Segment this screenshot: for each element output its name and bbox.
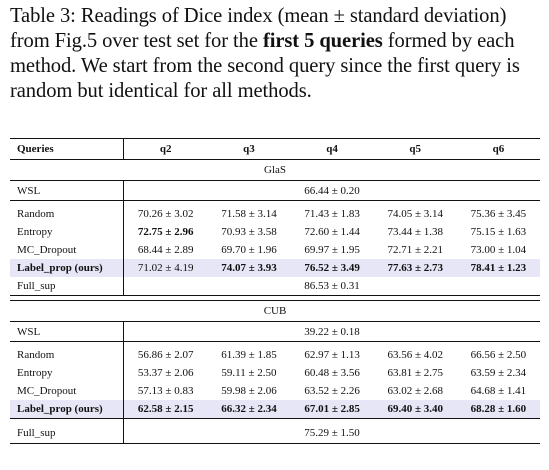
caption-bold: first 5 queries xyxy=(262,30,383,52)
cell: 68.28 ± 1.60 xyxy=(456,400,540,419)
row-label: WSL xyxy=(10,321,124,342)
cell: 63.02 ± 2.68 xyxy=(387,385,444,397)
section-cub: CUB xyxy=(10,300,540,322)
table-row: Entropy 53.37 ± 2.06 59.11 ± 2.50 60.48 … xyxy=(10,364,540,382)
row-value: 75.29 ± 1.50 xyxy=(123,423,540,444)
cell: 63.59 ± 2.34 xyxy=(470,367,527,379)
row-value: 86.53 ± 0.31 xyxy=(123,277,540,296)
table-row: Random 70.26 ± 3.02 71.58 ± 3.14 71.43 ±… xyxy=(10,205,540,223)
cell: 68.44 ± 2.89 xyxy=(137,244,194,256)
cell: 75.36 ± 3.45 xyxy=(470,208,527,220)
cell: 69.40 ± 3.40 xyxy=(373,400,457,419)
table-row xyxy=(10,418,540,423)
table-row: Random 56.86 ± 2.07 61.39 ± 1.85 62.97 ±… xyxy=(10,346,540,364)
section-title: CUB xyxy=(10,300,540,322)
caption-suffix: formed by each method. We start from the… xyxy=(10,30,520,102)
table-row: MC_Dropout 68.44 ± 2.89 69.70 ± 1.96 69.… xyxy=(10,241,540,259)
cell: 73.44 ± 1.38 xyxy=(387,226,444,238)
section-title: GlaS xyxy=(10,159,540,181)
table-row-highlight: Label_prop (ours) 62.58 ± 2.15 66.32 ± 2… xyxy=(10,400,540,419)
row-value: 66.44 ± 0.20 xyxy=(123,180,540,201)
header-q6: q6 xyxy=(456,138,540,160)
dice-table: Queries q2 q3 q4 q5 q6 GlaS WSL 66.44 ± … xyxy=(10,138,540,444)
table-row-highlight: Label_prop (ours) 71.02 ± 4.19 74.07 ± 3… xyxy=(10,259,540,277)
table-row xyxy=(10,341,540,346)
row-label: Entropy xyxy=(10,223,124,241)
cell: 56.86 ± 2.07 xyxy=(137,349,194,361)
cell: 74.05 ± 3.14 xyxy=(387,208,444,220)
cell: 72.60 ± 1.44 xyxy=(304,226,360,238)
header-row: Queries q2 q3 q4 q5 q6 xyxy=(10,138,540,160)
header-q3: q3 xyxy=(207,138,291,160)
table-caption: Table 3: Readings of Dice index (mean ± … xyxy=(10,4,540,104)
table-row: MC_Dropout 57.13 ± 0.83 59.98 ± 2.06 63.… xyxy=(10,382,540,400)
cell: 64.68 ± 1.41 xyxy=(470,385,527,397)
cell: 66.32 ± 2.34 xyxy=(207,400,291,419)
row-label: Label_prop (ours) xyxy=(10,400,124,419)
cell: 62.97 ± 1.13 xyxy=(304,349,360,361)
row-label: MC_Dropout xyxy=(10,241,124,259)
cell: 78.41 ± 1.23 xyxy=(456,259,540,277)
wsl-row: WSL 66.44 ± 0.20 xyxy=(10,180,540,201)
table-row xyxy=(10,295,540,301)
section-glas: GlaS xyxy=(10,159,540,181)
cell: 73.00 ± 1.04 xyxy=(470,244,527,256)
row-label: Entropy xyxy=(10,364,124,382)
row-label: Label_prop (ours) xyxy=(10,259,124,277)
cell: 62.58 ± 2.15 xyxy=(123,400,208,419)
cell: 63.52 ± 2.26 xyxy=(304,385,360,397)
cell: 69.70 ± 1.96 xyxy=(221,244,277,256)
full-sup-row: Full_sup 86.53 ± 0.31 xyxy=(10,277,540,296)
header-q5: q5 xyxy=(373,138,457,160)
cell: 77.63 ± 2.73 xyxy=(373,259,457,277)
row-value: 39.22 ± 0.18 xyxy=(123,321,540,342)
cell: 69.97 ± 1.95 xyxy=(304,244,360,256)
cell: 70.26 ± 3.02 xyxy=(137,208,194,220)
cell: 59.98 ± 2.06 xyxy=(221,385,277,397)
cell: 66.56 ± 2.50 xyxy=(470,349,527,361)
header-q2: q2 xyxy=(123,138,208,160)
row-label: Random xyxy=(10,205,124,223)
cell: 60.48 ± 3.56 xyxy=(304,367,360,379)
header-q4: q4 xyxy=(290,138,374,160)
table-row xyxy=(10,200,540,205)
row-label: WSL xyxy=(10,180,124,201)
cell: 63.56 ± 4.02 xyxy=(387,349,444,361)
cell: 59.11 ± 2.50 xyxy=(221,367,277,379)
cell: 67.01 ± 2.85 xyxy=(290,400,374,419)
wsl-row: WSL 39.22 ± 0.18 xyxy=(10,321,540,342)
cell: 57.13 ± 0.83 xyxy=(137,385,194,397)
cell: 61.39 ± 1.85 xyxy=(221,349,277,361)
cell: 70.93 ± 3.58 xyxy=(221,226,277,238)
caption-prefix: Table 3: Readings of Dice index (mean ± … xyxy=(10,5,507,52)
header-queries: Queries xyxy=(10,138,124,160)
cell: 71.58 ± 3.14 xyxy=(221,208,277,220)
row-label: Full_sup xyxy=(10,277,124,296)
full-sup-row: Full_sup 75.29 ± 1.50 xyxy=(10,423,540,444)
cell: 75.15 ± 1.63 xyxy=(470,226,527,238)
cell: 76.52 ± 3.49 xyxy=(290,259,374,277)
cell: 63.81 ± 2.75 xyxy=(387,367,444,379)
row-label: Full_sup xyxy=(10,423,124,444)
cell: 72.71 ± 2.21 xyxy=(387,244,444,256)
cell: 71.02 ± 4.19 xyxy=(123,259,208,277)
cell: 71.43 ± 1.83 xyxy=(304,208,360,220)
row-label: Random xyxy=(10,346,124,364)
cell: 72.75 ± 2.96 xyxy=(137,226,194,238)
row-label: MC_Dropout xyxy=(10,382,124,400)
table-row: Entropy 72.75 ± 2.96 70.93 ± 3.58 72.60 … xyxy=(10,223,540,241)
cell: 53.37 ± 2.06 xyxy=(137,367,194,379)
cell: 74.07 ± 3.93 xyxy=(207,259,291,277)
